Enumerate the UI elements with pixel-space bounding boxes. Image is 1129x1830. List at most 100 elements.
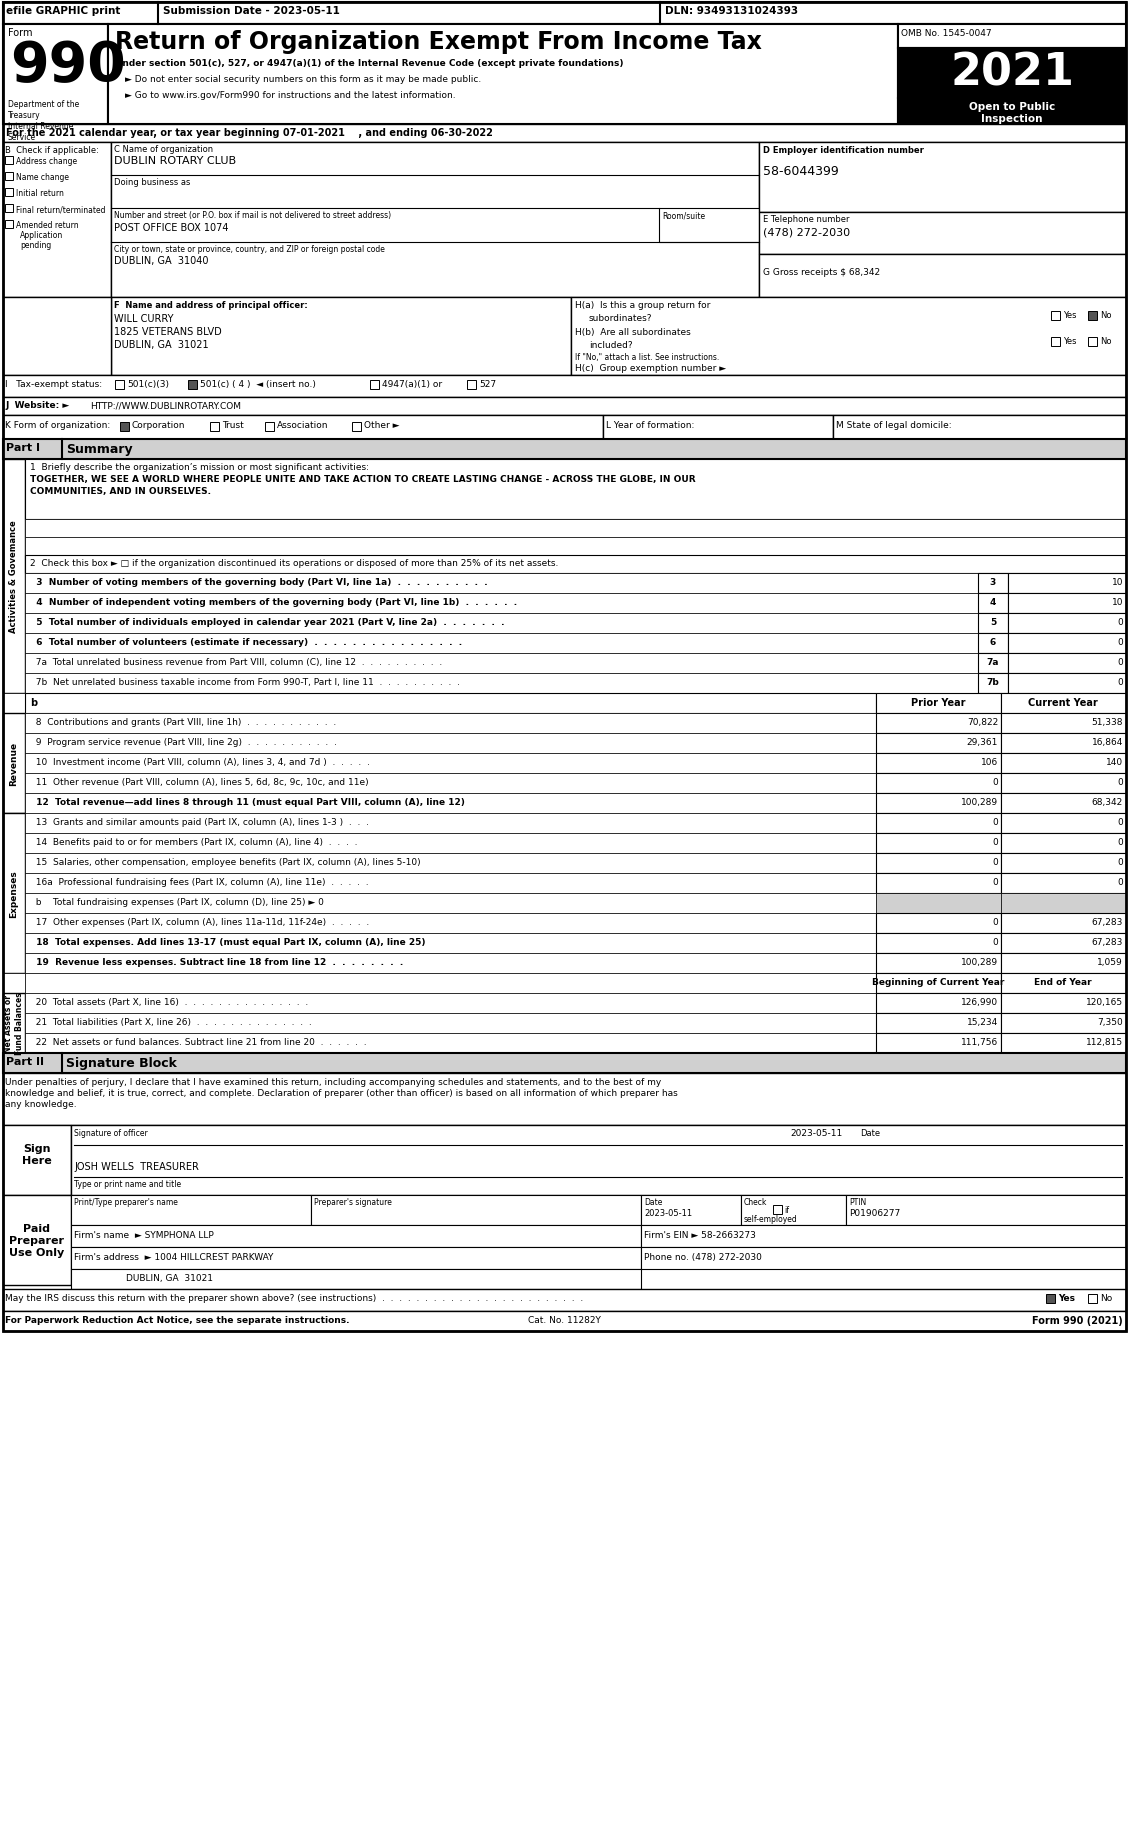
Bar bbox=[876, 873, 1001, 893]
Bar bbox=[25, 694, 876, 714]
Text: 4947(a)(1) or: 4947(a)(1) or bbox=[382, 381, 443, 388]
Bar bbox=[1001, 774, 1126, 794]
Bar bbox=[3, 974, 25, 994]
Bar bbox=[25, 1034, 876, 1054]
Text: 0: 0 bbox=[1118, 637, 1123, 646]
Bar bbox=[978, 633, 1008, 653]
Bar bbox=[1001, 814, 1126, 833]
Bar bbox=[265, 423, 274, 432]
Text: if: if bbox=[784, 1206, 789, 1215]
Text: 0: 0 bbox=[1118, 677, 1123, 686]
Text: Number and street (or P.O. box if mail is not delivered to street address): Number and street (or P.O. box if mail i… bbox=[114, 210, 391, 220]
Bar bbox=[120, 423, 129, 432]
Bar bbox=[25, 873, 876, 893]
Bar bbox=[25, 520, 1126, 538]
Bar bbox=[1001, 893, 1126, 913]
Bar bbox=[25, 573, 1126, 593]
Bar bbox=[1001, 754, 1126, 774]
Bar bbox=[1001, 933, 1126, 953]
Text: 111,756: 111,756 bbox=[961, 1038, 998, 1047]
Bar bbox=[1001, 794, 1126, 814]
Text: DUBLIN, GA  31021: DUBLIN, GA 31021 bbox=[126, 1274, 213, 1283]
Text: Submission Date - 2023-05-11: Submission Date - 2023-05-11 bbox=[163, 5, 340, 16]
Text: 15  Salaries, other compensation, employee benefits (Part IX, column (A), lines : 15 Salaries, other compensation, employe… bbox=[30, 858, 421, 867]
Bar bbox=[659, 209, 759, 243]
Bar bbox=[876, 714, 1001, 734]
Text: Print/Type preparer's name: Print/Type preparer's name bbox=[75, 1197, 178, 1206]
Text: 0: 0 bbox=[1118, 838, 1123, 847]
Text: 7a  Total unrelated business revenue from Part VIII, column (C), line 12  .  .  : 7a Total unrelated business revenue from… bbox=[30, 657, 443, 666]
Bar bbox=[3, 1125, 71, 1195]
Text: Final return/terminated: Final return/terminated bbox=[16, 205, 105, 214]
Text: 0: 0 bbox=[1118, 619, 1123, 626]
Bar bbox=[5, 188, 14, 198]
Text: 10: 10 bbox=[1111, 598, 1123, 608]
Text: Expenses: Expenses bbox=[9, 869, 18, 917]
Text: 100,289: 100,289 bbox=[961, 798, 998, 807]
Text: 5: 5 bbox=[990, 619, 996, 626]
Bar bbox=[876, 774, 1001, 794]
Bar bbox=[467, 381, 476, 390]
Text: (478) 272-2030: (478) 272-2030 bbox=[763, 227, 850, 236]
Text: 2021: 2021 bbox=[949, 51, 1074, 93]
Bar bbox=[3, 4, 1126, 1330]
Text: 15,234: 15,234 bbox=[966, 1017, 998, 1027]
Bar bbox=[876, 853, 1001, 873]
Bar bbox=[3, 994, 25, 1054]
Text: Return of Organization Exempt From Income Tax: Return of Organization Exempt From Incom… bbox=[115, 29, 762, 53]
Bar bbox=[25, 633, 1126, 653]
Bar bbox=[71, 1125, 1126, 1195]
Text: City or town, state or province, country, and ZIP or foreign postal code: City or town, state or province, country… bbox=[114, 245, 385, 254]
Text: Corporation: Corporation bbox=[132, 421, 185, 430]
Bar bbox=[1001, 913, 1126, 933]
Text: 2023-05-11: 2023-05-11 bbox=[644, 1208, 692, 1217]
Text: POST OFFICE BOX 1074: POST OFFICE BOX 1074 bbox=[114, 223, 228, 232]
Text: Current Year: Current Year bbox=[1029, 697, 1097, 708]
Bar bbox=[1088, 339, 1097, 348]
Text: DUBLIN, GA  31040: DUBLIN, GA 31040 bbox=[114, 256, 209, 265]
Text: 14  Benefits paid to or for members (Part IX, column (A), line 4)  .  .  .  .: 14 Benefits paid to or for members (Part… bbox=[30, 838, 358, 847]
Text: 7b  Net unrelated business taxable income from Form 990-T, Part I, line 11  .  .: 7b Net unrelated business taxable income… bbox=[30, 677, 460, 686]
Bar bbox=[1001, 734, 1126, 754]
Text: included?: included? bbox=[589, 340, 632, 350]
Bar bbox=[3, 375, 1126, 397]
Text: 2023-05-11: 2023-05-11 bbox=[790, 1129, 842, 1138]
Text: Under section 501(c), 527, or 4947(a)(1) of the Internal Revenue Code (except pr: Under section 501(c), 527, or 4947(a)(1)… bbox=[115, 59, 623, 68]
Bar bbox=[25, 774, 876, 794]
Bar bbox=[3, 1290, 1126, 1312]
Text: Application: Application bbox=[20, 231, 63, 240]
Text: b: b bbox=[30, 697, 37, 708]
Bar bbox=[846, 1195, 1126, 1226]
Bar bbox=[25, 833, 876, 853]
Bar bbox=[876, 734, 1001, 754]
Text: Net Assets or
Fund Balances: Net Assets or Fund Balances bbox=[5, 992, 24, 1054]
Text: 58-6044399: 58-6044399 bbox=[763, 165, 839, 178]
Bar bbox=[741, 1195, 846, 1226]
Text: H(a)  Is this a group return for: H(a) Is this a group return for bbox=[575, 300, 710, 309]
Bar bbox=[1008, 613, 1126, 633]
Text: Address change: Address change bbox=[16, 157, 77, 167]
Text: Type or print name and title: Type or print name and title bbox=[75, 1179, 181, 1188]
Bar bbox=[1051, 339, 1060, 348]
Bar bbox=[5, 205, 14, 212]
Bar bbox=[25, 853, 876, 873]
Text: Trust: Trust bbox=[222, 421, 244, 430]
Bar bbox=[3, 4, 1126, 26]
Bar bbox=[3, 397, 1126, 415]
Bar bbox=[1008, 653, 1126, 673]
Bar bbox=[898, 49, 1126, 99]
Bar bbox=[1001, 853, 1126, 873]
Text: Phone no. (478) 272-2030: Phone no. (478) 272-2030 bbox=[644, 1252, 762, 1261]
Bar bbox=[876, 974, 1001, 994]
Text: 0: 0 bbox=[992, 818, 998, 827]
Text: 21  Total liabilities (Part X, line 26)  .  .  .  .  .  .  .  .  .  .  .  .  .  : 21 Total liabilities (Part X, line 26) .… bbox=[30, 1017, 312, 1027]
Bar bbox=[876, 953, 1001, 974]
Text: 20  Total assets (Part X, line 16)  .  .  .  .  .  .  .  .  .  .  .  .  .  .  .: 20 Total assets (Part X, line 16) . . . … bbox=[30, 997, 308, 1006]
Text: 13  Grants and similar amounts paid (Part IX, column (A), lines 1-3 )  .  .  .: 13 Grants and similar amounts paid (Part… bbox=[30, 818, 369, 827]
Text: 68,342: 68,342 bbox=[1092, 798, 1123, 807]
Text: Signature of officer: Signature of officer bbox=[75, 1129, 148, 1138]
Text: 6  Total number of volunteers (estimate if necessary)  .  .  .  .  .  .  .  .  .: 6 Total number of volunteers (estimate i… bbox=[30, 637, 462, 646]
Text: 10: 10 bbox=[1111, 578, 1123, 587]
Bar bbox=[25, 459, 1126, 520]
Text: 8  Contributions and grants (Part VIII, line 1h)  .  .  .  .  .  .  .  .  .  .  : 8 Contributions and grants (Part VIII, l… bbox=[30, 717, 336, 727]
